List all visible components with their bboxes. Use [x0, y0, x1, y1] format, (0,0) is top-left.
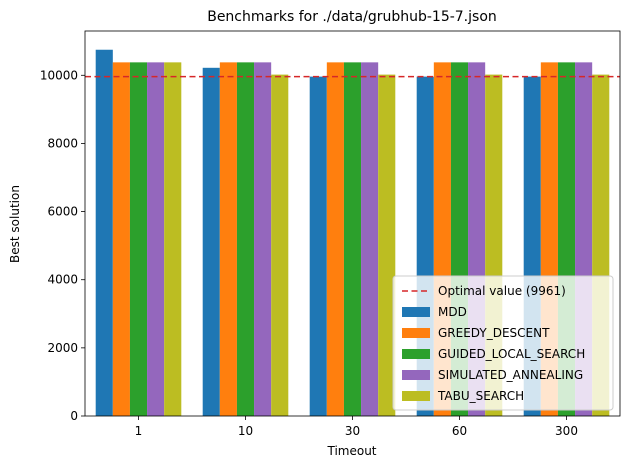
chart-title: Benchmarks for ./data/grubhub-15-7.json [207, 9, 497, 25]
legend-swatch-mdd [402, 307, 430, 317]
legend-swatch-guided-local-search [402, 349, 430, 359]
bar-simulated-annealing-30 [361, 62, 379, 416]
bar-greedy-descent-30 [326, 62, 344, 416]
bar-greedy-descent-10 [219, 62, 237, 416]
legend-label-simulated-annealing: SIMULATED_ANNEALING [438, 368, 583, 382]
y-axis-label: Best solution [8, 185, 22, 263]
bar-tabu-search-10 [271, 74, 289, 417]
y-tick-label: 0 [70, 409, 78, 423]
legend-label-greedy-descent: GREEDY_DESCENT [438, 326, 550, 340]
bar-simulated-annealing-1 [147, 62, 165, 416]
x-tick-label: 1 [135, 424, 143, 438]
legend-label-tabu-search: TABU_SEARCH [437, 389, 524, 403]
axes-group: 0 2000 4000 6000 8000 10000 1 10 30 60 300 [40, 30, 621, 438]
bar-mdd-30 [309, 76, 327, 417]
bar-guided-local-search-30 [343, 62, 362, 416]
bar-guided-local-search-1 [129, 62, 148, 416]
x-tick-label: 300 [555, 424, 578, 438]
bar-simulated-annealing-10 [254, 62, 272, 416]
bar-tabu-search-1 [164, 62, 182, 416]
legend: Optimal value (9961) MDD GREEDY_DESCENT GUI… [392, 275, 614, 411]
bar-guided-local-search-10 [236, 62, 255, 416]
x-tick-label: 30 [345, 424, 360, 438]
x-axis-label: Timeout [326, 444, 376, 458]
bar-mdd-1 [95, 49, 113, 417]
y-tick-label: 6000 [47, 205, 78, 219]
legend-swatch-greedy-descent [402, 328, 430, 338]
legend-label-mdd: MDD [438, 305, 467, 319]
legend-optimal-label: Optimal value (9961) [438, 284, 566, 298]
legend-label-guided-local-search: GUIDED_LOCAL_SEARCH [438, 347, 585, 361]
legend-swatch-tabu-search [402, 391, 430, 401]
y-tick-label: 4000 [47, 273, 78, 287]
bar-tabu-search-30 [378, 74, 396, 417]
bar-mdd-10 [202, 67, 220, 417]
x-tick-label: 10 [238, 424, 253, 438]
y-tick-label: 10000 [40, 68, 78, 82]
y-tick-label: 8000 [47, 136, 78, 150]
legend-box [392, 275, 614, 411]
y-tick-label: 2000 [47, 341, 78, 355]
x-tick-label: 60 [452, 424, 467, 438]
legend-swatch-simulated-annealing [402, 370, 430, 380]
bar-greedy-descent-1 [112, 62, 130, 416]
